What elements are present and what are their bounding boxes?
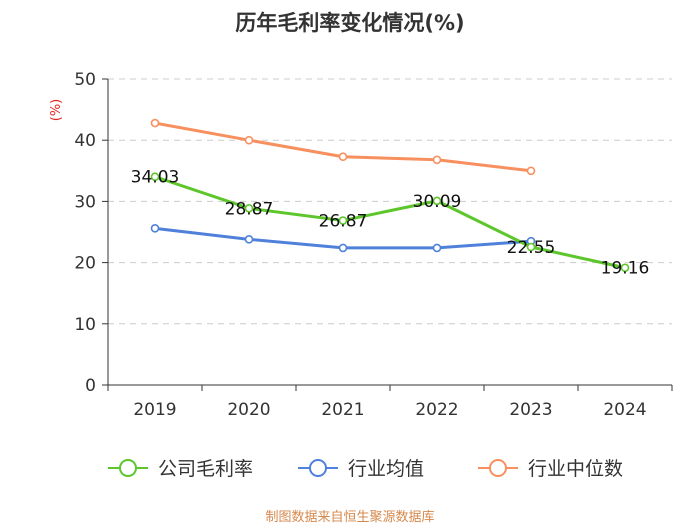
data-label: 34.03 bbox=[131, 168, 180, 188]
legend-label: 公司毛利率 bbox=[158, 458, 253, 480]
data-point bbox=[526, 242, 536, 252]
source-note: 制图数据来自恒生聚源数据库 bbox=[265, 510, 435, 525]
y-tick-label: 30 bbox=[74, 192, 96, 212]
data-point bbox=[432, 196, 442, 206]
series-layer: 34.03 28.87 26.87 30.09 22.55 19.16 bbox=[131, 118, 650, 279]
data-point bbox=[526, 166, 536, 176]
legend-label: 行业均值 bbox=[348, 458, 424, 480]
data-point bbox=[150, 172, 160, 182]
series-line bbox=[154, 121, 532, 173]
data-point bbox=[432, 155, 442, 165]
y-tick-label: 20 bbox=[74, 254, 96, 274]
y-axis-label: (%) bbox=[49, 99, 64, 122]
x-tick-label: 2024 bbox=[603, 400, 646, 420]
legend-label: 行业中位数 bbox=[528, 458, 623, 480]
x-tick-label: 2021 bbox=[321, 400, 364, 420]
data-point bbox=[432, 243, 442, 253]
x-tick-label: 2019 bbox=[133, 400, 176, 420]
y-tick-label: 40 bbox=[74, 131, 96, 151]
data-point bbox=[244, 135, 254, 145]
x-tick-label: 2020 bbox=[227, 400, 270, 420]
data-label: 22.55 bbox=[507, 238, 556, 258]
data-point bbox=[338, 243, 348, 253]
data-label: 30.09 bbox=[413, 192, 462, 212]
chart-title: 历年毛利率变化情况(%) bbox=[235, 11, 464, 35]
data-point bbox=[338, 152, 348, 162]
data-point bbox=[244, 235, 254, 244]
data-label: 28.87 bbox=[225, 199, 274, 219]
data-point bbox=[244, 204, 254, 213]
y-tick-label: 10 bbox=[74, 315, 96, 335]
y-tick-label: 50 bbox=[74, 70, 96, 90]
grid-lines bbox=[108, 78, 672, 325]
data-label: 26.87 bbox=[319, 212, 368, 232]
legend-marker bbox=[119, 459, 137, 477]
legend-marker bbox=[309, 459, 327, 477]
axes: 0 10 20 30 40 50 2019 2020 2021 2022 2023 2024 bbox=[74, 70, 673, 420]
legend-marker bbox=[489, 459, 507, 477]
data-point bbox=[338, 216, 348, 225]
data-point bbox=[150, 224, 160, 233]
x-tick-label: 2022 bbox=[415, 400, 458, 420]
y-tick-label: 0 bbox=[85, 376, 96, 396]
legend: 公司毛利率 行业均值 行业中位数 bbox=[108, 458, 623, 480]
series-line bbox=[154, 175, 626, 270]
data-point bbox=[150, 118, 160, 128]
data-label: 19.16 bbox=[601, 259, 650, 279]
data-point bbox=[620, 263, 630, 273]
x-tick-label: 2023 bbox=[509, 400, 552, 420]
